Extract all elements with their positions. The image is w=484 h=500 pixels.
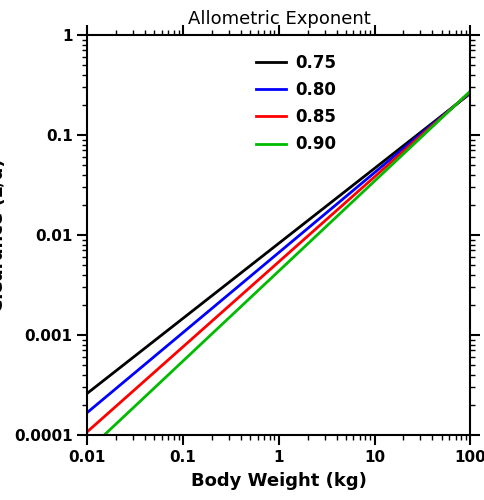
0.85 [253, 279, 258, 285]
0.90 [467, 88, 472, 94]
0.90 [123, 411, 129, 417]
0.90 [84, 448, 90, 454]
0.85 [389, 158, 395, 164]
0.80 [347, 190, 352, 196]
0.80 [239, 280, 244, 286]
Title: Allometric Exponent: Allometric Exponent [187, 10, 369, 28]
0.85 [467, 88, 472, 94]
0.90 [389, 160, 395, 166]
0.90 [382, 167, 388, 173]
0.80 [467, 90, 472, 96]
0.85 [347, 196, 352, 202]
0.80 [389, 154, 395, 160]
0.85 [84, 428, 90, 434]
0.75 [467, 90, 472, 96]
0.75 [389, 151, 395, 157]
0.75 [84, 390, 90, 396]
Line: 0.85: 0.85 [87, 92, 469, 431]
Y-axis label: Clearance (L/d): Clearance (L/d) [0, 158, 7, 312]
0.85 [382, 164, 388, 170]
0.80 [382, 160, 388, 166]
0.75 [123, 360, 129, 366]
0.85 [239, 291, 244, 297]
0.75 [382, 156, 388, 162]
X-axis label: Body Weight (kg): Body Weight (kg) [191, 472, 366, 490]
Legend: 0.75, 0.80, 0.85, 0.90: 0.75, 0.80, 0.85, 0.90 [248, 48, 343, 160]
0.75 [239, 269, 244, 275]
0.80 [84, 410, 90, 416]
0.90 [347, 200, 352, 206]
Line: 0.90: 0.90 [87, 91, 469, 451]
Line: 0.80: 0.80 [87, 92, 469, 412]
0.75 [347, 184, 352, 190]
0.80 [253, 268, 258, 274]
0.90 [239, 302, 244, 308]
0.90 [253, 290, 258, 296]
0.75 [253, 258, 258, 264]
0.80 [123, 377, 129, 383]
Line: 0.75: 0.75 [87, 94, 469, 394]
0.85 [123, 394, 129, 400]
